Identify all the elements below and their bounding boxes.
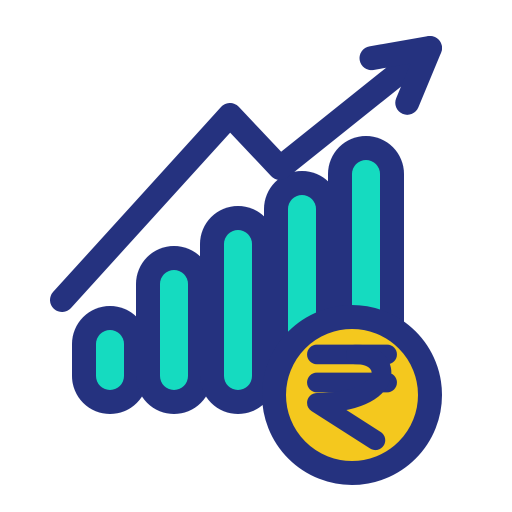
- growth-chart-svg: [0, 0, 512, 512]
- rupee-coin: [274, 317, 430, 473]
- bar-fill-1: [96, 330, 124, 390]
- bar-fill-3: [224, 230, 252, 390]
- bar-fill-2: [160, 270, 188, 390]
- growth-chart-rupee-icon: [0, 0, 512, 512]
